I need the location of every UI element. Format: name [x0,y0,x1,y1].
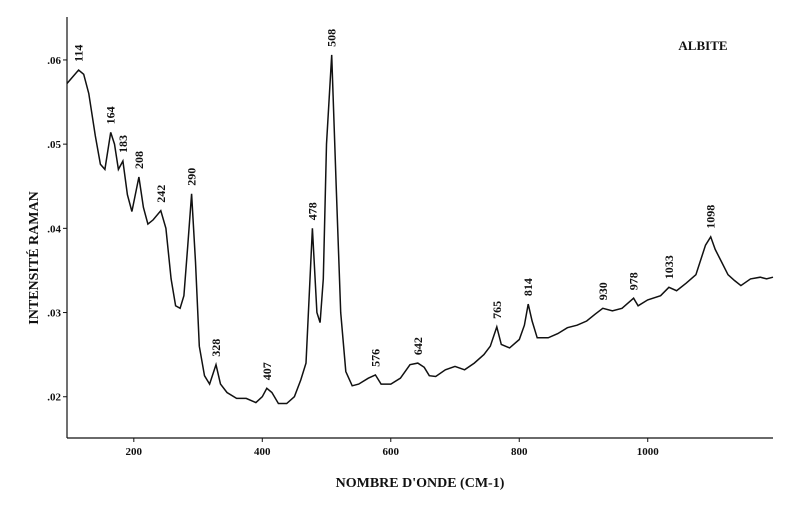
peak-label: 290 [185,168,199,186]
x-axis-label: NOMBRE D'ONDE (CM-1) [336,476,505,491]
x-tick-label: 800 [511,446,528,458]
peak-label: 114 [72,45,86,62]
peak-label: 478 [305,202,319,220]
peak-label: 978 [627,272,641,290]
peak-label: 814 [521,278,535,296]
y-axis-label: INTENSITÉ RAMAN [25,191,42,324]
y-tick-label: .04 [47,223,61,235]
x-tick-label: 400 [254,446,271,458]
peak-label: 164 [104,106,118,124]
peak-label: 183 [116,135,130,153]
peak-label: 407 [260,362,274,380]
peak-label: 1098 [704,205,718,229]
peak-label: 242 [154,185,168,203]
y-tick-label: .03 [47,308,61,320]
peak-label: 208 [132,151,146,169]
sample-label: ALBITE [678,38,727,53]
x-tick-label: 600 [383,446,400,458]
y-tick-label: .02 [47,392,61,404]
y-tick-label: .05 [47,139,61,151]
peak-label: 328 [209,339,223,357]
y-tick-label: .06 [47,55,61,67]
peak-label: 642 [411,337,425,355]
peak-label: 765 [490,301,504,319]
peak-label: 1033 [662,255,676,279]
x-tick-label: 200 [126,446,143,458]
spectrum-line [66,54,774,405]
peak-label: 930 [596,282,610,300]
x-tick-label: 1000 [637,446,660,458]
peak-label: 508 [325,29,339,47]
peak-label: 576 [368,349,382,367]
